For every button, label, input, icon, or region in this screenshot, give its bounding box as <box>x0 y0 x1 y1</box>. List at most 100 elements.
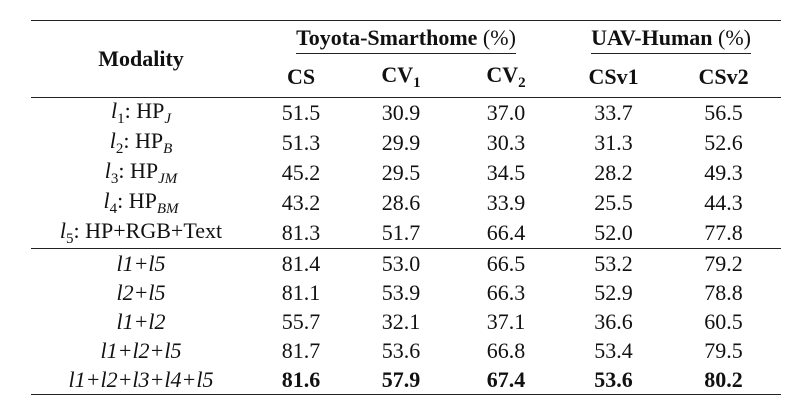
value-csv1: 53.6 <box>561 365 667 395</box>
col-header-cv2-subscript: 2 <box>518 75 526 91</box>
value-csv1: 28.2 <box>594 160 633 185</box>
value-csv1: 52.0 <box>594 220 633 245</box>
modality-sep: : <box>73 218 86 243</box>
value-cv1: 53.9 <box>381 279 421 305</box>
col-header-csv2: CSv2 <box>666 57 782 98</box>
value-cv2: 30.3 <box>486 130 526 155</box>
value-csv2: 79.2 <box>666 248 782 278</box>
modality-index: 3 <box>110 171 119 187</box>
modality-index: 1 <box>117 111 125 127</box>
value-csv2: 78.8 <box>704 279 743 305</box>
value-cv1: 29.9 <box>381 130 421 155</box>
value-cv2: 66.3 <box>486 279 526 305</box>
modality-cell: l4: HPBM <box>31 188 251 218</box>
modality-sep: : <box>118 158 130 183</box>
table-row: l3: HPJM 45.2 29.5 34.5 28.2 49.3 <box>31 158 781 188</box>
modality-letter: l <box>59 218 67 243</box>
value-cv1: 29.5 <box>381 160 421 185</box>
value-csv2: 49.3 <box>704 160 743 185</box>
col-header-csv1: CSv1 <box>561 57 667 98</box>
value-cv1: 53.0 <box>351 248 451 278</box>
table-row: l2: HPB 51.3 29.9 30.3 31.3 52.6 <box>31 128 781 158</box>
modality-cell: l5: HP+RGB+Text <box>31 218 251 249</box>
modality-name-subscript: JM <box>158 171 178 187</box>
modality-name-subscript: B <box>163 141 173 157</box>
modality-cell: l2: HPB <box>31 128 251 158</box>
value-cs: 81.3 <box>281 220 321 245</box>
group-header-toyota: Toyota-Smarthome (%) <box>251 20 562 57</box>
modality-letter: l <box>103 188 110 213</box>
value-csv2: 44.3 <box>704 190 743 215</box>
value-cv1: 53.6 <box>381 337 421 363</box>
modality-cell: l1+l2+l3+l4+l5 <box>31 365 251 395</box>
modality-sep: : <box>123 128 135 153</box>
col-header-cs: CS <box>251 57 351 98</box>
value-csv1: 33.7 <box>594 100 633 125</box>
value-cv2: 37.0 <box>486 100 526 125</box>
table-row: l4: HPBM 43.2 28.6 33.9 25.5 44.3 <box>31 188 781 218</box>
col-header-cv1-subscript: 1 <box>413 75 421 91</box>
value-csv2: 52.6 <box>704 130 743 155</box>
table-row: l1+l2+l3+l4+l5 81.6 57.9 67.4 53.6 80.2 <box>31 365 782 395</box>
modality-cell: l1: HPJ <box>31 98 251 129</box>
header-row-subs: CS CV1 CV2 CSv1 CSv2 <box>31 57 782 98</box>
value-csv1: 53.4 <box>594 337 633 363</box>
value-csv2: 79.5 <box>704 337 743 363</box>
group-header-uav: UAV-Human (%) <box>561 20 782 57</box>
value-cv1: 32.1 <box>381 308 421 334</box>
col-header-cv1-label: CV <box>381 62 414 87</box>
value-csv1: 31.3 <box>594 130 633 155</box>
group-name-uav: UAV-Human <box>591 24 713 50</box>
value-cs: 51.3 <box>281 130 321 155</box>
modality-header-label: Modality <box>98 46 184 71</box>
value-cv1: 28.6 <box>381 190 421 215</box>
modality-header: Modality <box>31 20 251 98</box>
value-cs: 45.2 <box>281 160 321 185</box>
value-cs: 81.6 <box>251 365 351 395</box>
value-csv2: 56.5 <box>704 100 743 125</box>
value-cv1: 57.9 <box>351 365 451 395</box>
results-table-container: Modality Toyota-Smarthome (%) UAV-Human … <box>31 20 782 395</box>
value-cv2: 66.4 <box>486 220 526 245</box>
value-csv1: 36.6 <box>594 308 633 334</box>
value-cv2: 33.9 <box>486 190 526 215</box>
value-csv1: 52.9 <box>594 279 633 305</box>
modality-letter: l <box>110 98 118 123</box>
modality-index: 4 <box>109 201 118 217</box>
modality-name: HP <box>136 98 165 123</box>
col-header-cv1: CV1 <box>351 57 451 98</box>
value-cs: 51.5 <box>281 100 321 125</box>
group-unit-toyota: (%) <box>482 24 516 50</box>
results-table: Modality Toyota-Smarthome (%) UAV-Human … <box>31 20 782 395</box>
table-row: l1: HPJ 51.5 30.9 37.0 33.7 56.5 <box>31 98 781 129</box>
group-name-toyota: Toyota-Smarthome <box>296 24 478 50</box>
value-cs: 43.2 <box>281 190 321 215</box>
modality-name-subscript: BM <box>156 201 179 217</box>
value-cv1: 30.9 <box>381 100 421 125</box>
group-header-toyota-text: Toyota-Smarthome (%) <box>296 25 516 54</box>
modality-cell: l1+l5 <box>31 248 251 278</box>
modality-name: HP <box>128 188 157 213</box>
table-row: l1+l5 81.4 53.0 66.5 53.2 79.2 <box>31 248 782 278</box>
value-csv2: 80.2 <box>666 365 782 395</box>
table-row: l2+l5 81.1 53.9 66.3 52.9 78.8 <box>31 278 781 307</box>
modality-index: 5 <box>66 231 74 247</box>
value-csv1: 25.5 <box>594 190 633 215</box>
value-cv2: 67.4 <box>451 365 562 395</box>
group-unit-uav: (%) <box>718 24 751 50</box>
value-cs: 81.4 <box>251 248 351 278</box>
modality-cell: l2+l5 <box>116 279 166 305</box>
col-header-csv2-label: CSv2 <box>698 64 749 89</box>
col-header-cs-label: CS <box>286 64 316 89</box>
modality-name: HP+RGB+Text <box>85 218 223 243</box>
value-csv2: 77.8 <box>704 220 743 245</box>
table-body: l1: HPJ 51.5 30.9 37.0 33.7 56.5 l2: HPB… <box>31 98 782 395</box>
table-row: l5: HP+RGB+Text 81.3 51.7 66.4 52.0 77.8 <box>31 218 781 249</box>
modality-sep: : <box>117 188 129 213</box>
col-header-cv2-label: CV <box>486 62 519 87</box>
col-header-cv2: CV2 <box>451 57 562 98</box>
value-cv2: 34.5 <box>486 160 526 185</box>
value-cv2: 66.8 <box>486 337 526 363</box>
value-cs: 55.7 <box>281 308 321 334</box>
modality-name-subscript: J <box>164 111 172 127</box>
